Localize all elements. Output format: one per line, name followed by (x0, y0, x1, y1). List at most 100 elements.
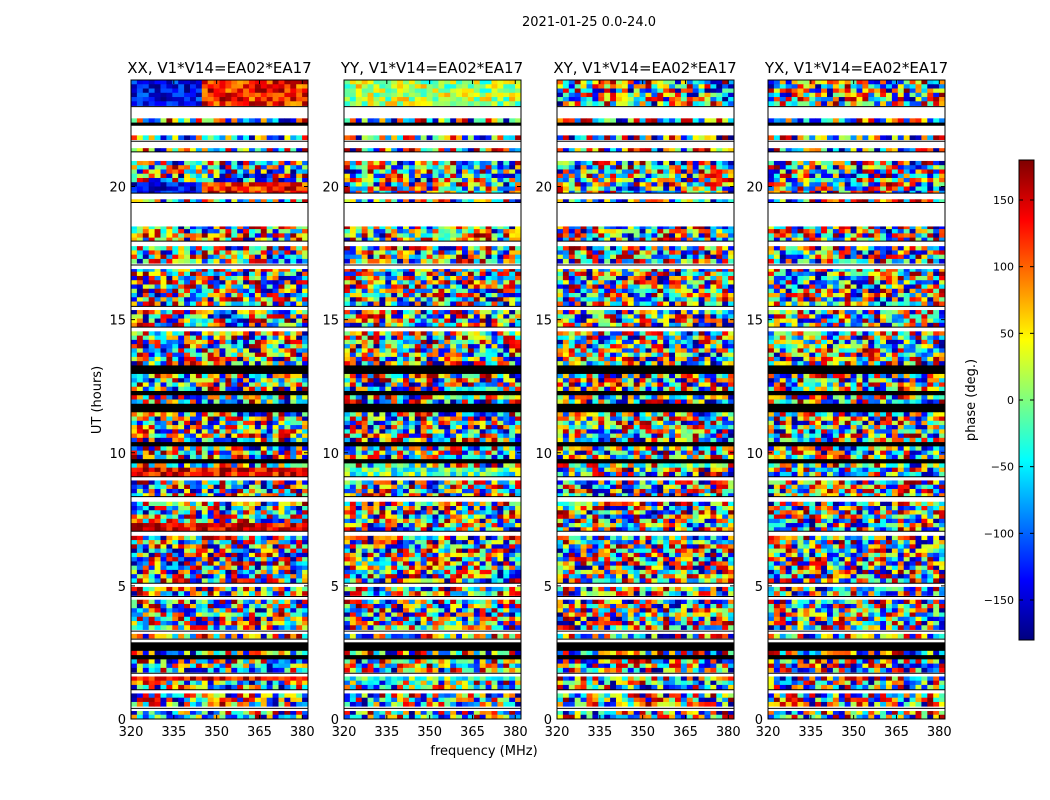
heatmap-cell (403, 118, 410, 123)
heatmap-cell (414, 84, 422, 89)
heatmap-cell (219, 416, 226, 422)
heatmap-cell (142, 684, 150, 690)
heatmap-cell (154, 348, 161, 354)
heatmap-cell (249, 437, 256, 443)
heatmap-cell (166, 378, 173, 383)
heatmap-cell (432, 254, 439, 260)
heatmap-cell (272, 663, 279, 669)
heatmap-cell (414, 118, 422, 123)
heatmap-cell (397, 173, 404, 179)
heatmap-cell (225, 386, 232, 392)
heatmap-cell (420, 169, 427, 175)
heatmap-cell (131, 471, 138, 477)
heatmap-cell (148, 284, 155, 290)
heatmap-cell (142, 412, 150, 417)
heatmap-cell (408, 254, 416, 260)
heatmap-cell (225, 378, 232, 383)
heatmap-cell (290, 544, 297, 549)
heatmap-cell (231, 97, 238, 102)
heatmap-cell (154, 561, 161, 567)
heatmap-cell (260, 603, 268, 609)
heatmap-cell (131, 258, 138, 264)
heatmap-cell (272, 433, 279, 439)
heatmap-cell (344, 254, 351, 260)
heatmap-cell (272, 454, 279, 460)
heatmap-cell (397, 258, 404, 264)
heatmap-cell (432, 322, 439, 328)
heatmap-cell (349, 229, 357, 234)
heatmap-cell (195, 621, 203, 626)
heatmap-cell (172, 258, 179, 264)
heatmap-cell (136, 710, 144, 716)
heatmap-cell (515, 361, 522, 366)
heatmap-cell (290, 395, 297, 400)
heatmap-cell (201, 429, 209, 434)
flagged-row (131, 655, 308, 660)
heatmap-cell (385, 165, 392, 170)
heatmap-cell (444, 246, 451, 251)
heatmap-cell (462, 339, 469, 345)
heatmap-cell (403, 97, 410, 102)
heatmap-cell (397, 378, 404, 383)
heatmap-cell (438, 199, 445, 204)
heatmap-cell (385, 378, 392, 383)
heatmap-cell (296, 544, 303, 549)
heatmap-cell (349, 84, 357, 89)
heatmap-cell (254, 578, 262, 584)
heatmap-cell (131, 680, 138, 686)
heatmap-cell (403, 80, 410, 85)
heatmap-cell (136, 169, 144, 175)
heatmap-cell (237, 314, 244, 319)
heatmap-cell (136, 429, 144, 434)
heatmap-cell (284, 135, 291, 141)
heatmap-cell (219, 348, 226, 354)
heatmap-cell (344, 280, 351, 285)
heatmap-cell (266, 621, 273, 626)
heatmap-cell (432, 280, 439, 285)
heatmap-cell (284, 395, 291, 400)
heatmap-cell (131, 173, 138, 179)
heatmap-cell (237, 569, 244, 575)
heatmap-cell (420, 310, 427, 315)
heatmap-cell (397, 224, 404, 230)
heatmap-cell (243, 514, 250, 520)
heatmap-cell (278, 493, 285, 498)
heatmap-cell (491, 301, 498, 307)
heatmap-cell (231, 467, 238, 473)
heatmap-cell (266, 318, 273, 324)
heatmap-cell (178, 386, 185, 392)
heatmap-cell (231, 92, 238, 98)
heatmap-cell (349, 399, 357, 405)
heatmap-cell (172, 284, 179, 290)
heatmap-cell (473, 314, 481, 319)
heatmap-cell (290, 429, 297, 434)
heatmap-cell (278, 561, 285, 567)
heatmap-cell (142, 297, 150, 302)
heatmap-cell (266, 356, 273, 362)
heatmap-cell (355, 80, 363, 85)
heatmap-cell (136, 450, 144, 456)
heatmap-cell (201, 275, 209, 281)
heatmap-cell (467, 267, 475, 273)
heatmap-cell (249, 425, 256, 430)
heatmap-cell (172, 710, 179, 716)
heatmap-cell (290, 450, 297, 456)
heatmap-cell (260, 199, 268, 204)
heatmap-cell (403, 356, 410, 362)
heatmap-cell (154, 621, 161, 626)
heatmap-cell (260, 578, 268, 584)
heatmap-cell (231, 608, 238, 613)
heatmap-cell (414, 199, 422, 204)
heatmap-cell (154, 339, 161, 345)
heatmap-cell (219, 574, 226, 579)
heatmap-cell (420, 135, 427, 141)
heatmap-cell (403, 224, 410, 230)
heatmap-cell (344, 275, 351, 281)
heatmap-cell (243, 425, 250, 430)
heatmap-cell (195, 267, 203, 273)
heatmap-cell (491, 361, 498, 366)
heatmap-cell (190, 603, 197, 609)
heatmap-cell (296, 506, 303, 511)
heatmap-cell (154, 97, 161, 102)
heatmap-cell (136, 339, 144, 345)
